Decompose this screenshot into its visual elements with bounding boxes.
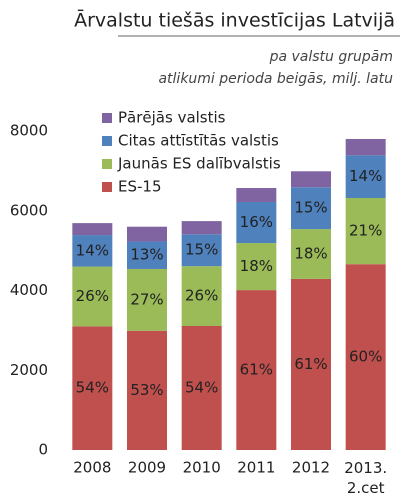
- data-label: 15%: [294, 199, 327, 217]
- data-label: 15%: [185, 241, 218, 259]
- bar-segment: [72, 235, 113, 267]
- data-label: 18%: [240, 257, 273, 275]
- data-label: 14%: [76, 241, 109, 259]
- bar-segment: [236, 290, 277, 450]
- bar-segment: [291, 187, 331, 230]
- subtitle: pa valstu grupām: [269, 49, 393, 65]
- legend-label: Jaunās ES dalībvalstis: [117, 155, 281, 173]
- data-label: 54%: [76, 379, 109, 397]
- bar-segment: [72, 223, 113, 236]
- bar-segment: [181, 266, 222, 326]
- data-label: 13%: [130, 246, 163, 264]
- bar-segment: [236, 201, 277, 244]
- legend-swatch: [102, 113, 112, 123]
- y-tick-label: 2000: [10, 361, 48, 379]
- y-tick-label: 0: [38, 441, 48, 459]
- bar-segment: [127, 241, 167, 269]
- data-label: 61%: [240, 361, 273, 379]
- y-tick-label: 8000: [10, 122, 48, 140]
- bar-segment: [291, 229, 331, 279]
- bar-segment: [291, 171, 331, 188]
- x-tick-label: 2010: [183, 459, 221, 477]
- bar-segment: [291, 278, 331, 450]
- bar-segment: [127, 268, 167, 331]
- y-tick-label: 6000: [10, 201, 48, 219]
- legend-swatch: [102, 159, 112, 169]
- data-label: 26%: [76, 287, 109, 305]
- x-tick-label: 2013. 2.cet: [344, 459, 387, 497]
- chart-title: Ārvalstu tiešās investīcijas Latvijā: [74, 8, 395, 32]
- y-tick-label: 4000: [10, 281, 48, 299]
- bar-segment: [72, 266, 113, 327]
- legend-label: Citas attīstītās valstis: [118, 132, 279, 150]
- legend-swatch: [102, 182, 112, 192]
- x-tick-label: 2012: [292, 459, 330, 477]
- bar-segment: [181, 221, 222, 235]
- data-label: 54%: [185, 378, 218, 396]
- data-label: 18%: [294, 245, 327, 263]
- legend-swatch: [102, 136, 112, 146]
- bar-segment: [181, 234, 222, 267]
- data-label: 53%: [130, 381, 163, 399]
- data-label: 21%: [349, 222, 382, 240]
- x-tick-label: 2011: [237, 459, 275, 477]
- bar-segment: [236, 243, 277, 291]
- bar-segment: [127, 330, 167, 450]
- x-tick-label: 2008: [73, 459, 111, 477]
- x-tick-label: 2009: [128, 459, 166, 477]
- bar-segment: [345, 264, 386, 450]
- bar-segment: [127, 226, 167, 242]
- bar-segment: [72, 326, 113, 450]
- bar-segment: [181, 325, 222, 450]
- bar-segment: [345, 197, 386, 265]
- data-label: 27%: [130, 290, 163, 308]
- data-label: 16%: [240, 213, 273, 231]
- legend-label: ES-15: [118, 178, 162, 196]
- bar-segment: [236, 188, 277, 202]
- subtitle: atlikumi perioda beigās, milj. latu: [158, 71, 393, 87]
- bar-segment: [345, 138, 386, 156]
- data-label: 26%: [185, 287, 218, 305]
- data-label: 60%: [349, 348, 382, 366]
- data-label: 61%: [294, 355, 327, 373]
- legend-label: Pārējās valstis: [118, 109, 226, 127]
- bar-segment: [345, 155, 386, 198]
- data-label: 14%: [349, 167, 382, 185]
